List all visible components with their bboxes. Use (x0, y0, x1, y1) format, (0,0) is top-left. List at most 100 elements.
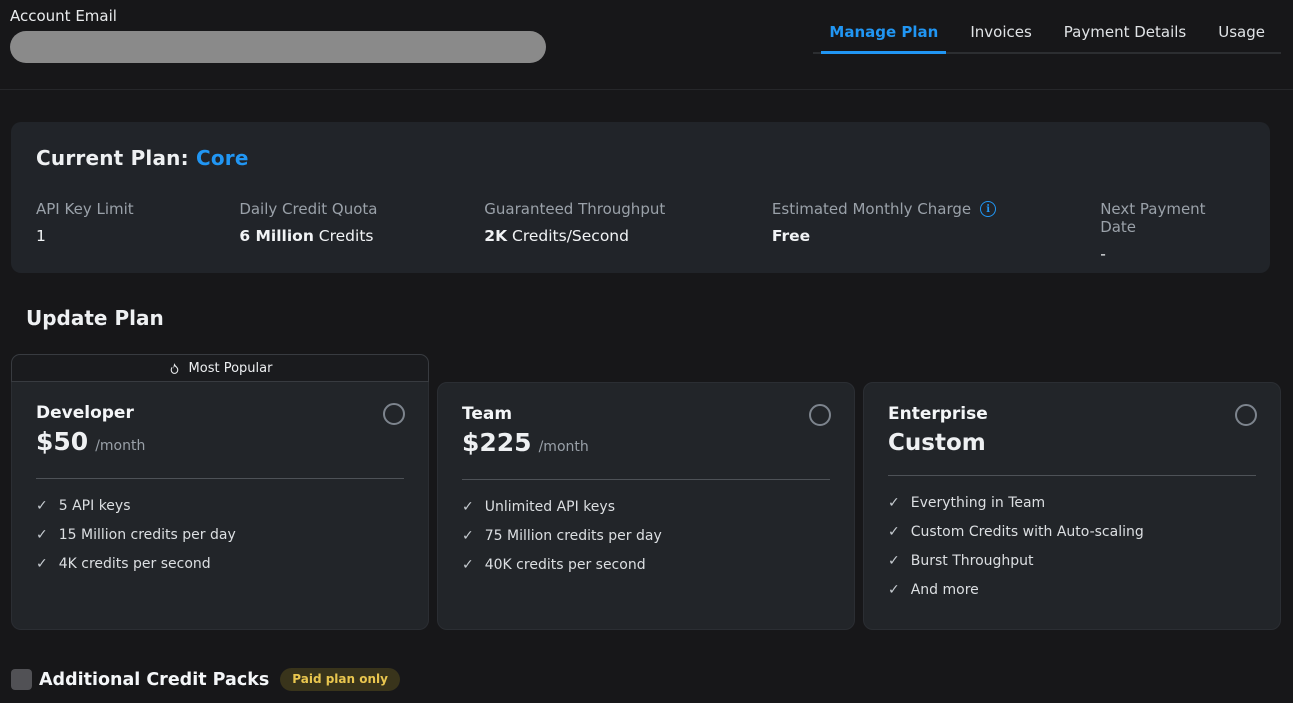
stat-label: Daily Credit Quota (239, 200, 378, 218)
stat-label-text: Estimated Monthly Charge (771, 200, 972, 218)
plan-card-team[interactable]: Team $225 /month ✓ Unlimited API keys ✓ 75… (437, 382, 855, 630)
plan-card-enterprise[interactable]: Enterprise Custom ✓ Everything in Team ✓ C… (863, 382, 1281, 630)
tab-manage-plan[interactable]: Manage Plan (821, 0, 947, 54)
stat-value: 1 (36, 227, 239, 245)
plan-period: /month (95, 438, 146, 454)
feature-item: ✓ Unlimited API keys (462, 497, 830, 516)
feature-item: ✓ 75 Million credits per day (462, 526, 830, 545)
card-divider (888, 475, 1256, 476)
plan-period: /month (538, 439, 589, 455)
feature-item: ✓ 40K credits per second (462, 555, 830, 574)
plan-price-row: $50 /month (36, 427, 404, 461)
tab-usage[interactable]: Usage (1218, 23, 1265, 41)
feature-text: 15 Million credits per day (58, 526, 236, 543)
plan-radio-team[interactable] (809, 404, 831, 426)
check-icon: ✓ (462, 556, 474, 573)
account-email-field: Account Email (10, 7, 546, 63)
plan-radio-developer[interactable] (383, 403, 405, 425)
account-email-input[interactable] (10, 31, 546, 63)
feature-text: And more (910, 581, 979, 598)
current-plan-title: Current Plan: Core (36, 146, 1245, 170)
current-plan-card: Current Plan: Core API Key Limit 1 Daily… (11, 122, 1270, 273)
plan-column-developer: Most Popular Developer $50 /month ✓ 5 API… (11, 354, 429, 630)
feature-text: Unlimited API keys (484, 498, 615, 515)
most-popular-badge: Most Popular (11, 354, 429, 382)
feature-text: 75 Million credits per day (484, 527, 662, 544)
feature-text: 4K credits per second (58, 555, 211, 572)
plan-price-row: $225 /month (462, 428, 830, 462)
plan-name: Team (462, 404, 513, 424)
stat-value: 6 Million Credits (239, 227, 484, 245)
stat-label: Estimated Monthly Charge i (772, 200, 1100, 218)
feature-item: ✓ Everything in Team (888, 493, 1256, 512)
stat-guaranteed-throughput: Guaranteed Throughput 2K Credits/Second (484, 200, 772, 263)
feature-item: ✓ And more (888, 580, 1256, 599)
paid-plan-only-badge: Paid plan only (280, 668, 400, 691)
current-plan-title-prefix: Current Plan: (36, 146, 196, 170)
check-icon: ✓ (888, 552, 900, 569)
card-divider (462, 479, 830, 480)
feature-text: Everything in Team (910, 494, 1046, 511)
stat-daily-credit-quota: Daily Credit Quota 6 Million Credits (239, 200, 484, 263)
check-icon: ✓ (888, 494, 900, 511)
stat-label: Next Payment Date (1100, 200, 1206, 236)
check-icon: ✓ (36, 526, 48, 543)
tab-payment-details[interactable]: Payment Details (1063, 23, 1187, 41)
stat-value-normal: 1 (36, 227, 46, 245)
feature-item: ✓ 4K credits per second (36, 554, 404, 573)
stat-value-normal: Credits/Second (507, 227, 629, 245)
flame-icon (170, 362, 178, 374)
stat-value-strong: 6 Million (239, 227, 314, 245)
stat-estimated-monthly-charge: Estimated Monthly Charge i Free (772, 200, 1100, 263)
account-email-label: Account Email (10, 7, 117, 25)
check-icon: ✓ (462, 498, 474, 515)
plan-radio-enterprise[interactable] (1235, 404, 1257, 426)
plan-features: ✓ 5 API keys ✓ 15 Million credits per day … (36, 496, 404, 573)
feature-item: ✓ 15 Million credits per day (36, 525, 404, 544)
additional-credit-packs-row: Additional Credit Packs Paid plan only (11, 668, 400, 691)
card-divider (36, 478, 404, 479)
plan-features: ✓ Unlimited API keys ✓ 75 Million credits … (462, 497, 830, 574)
plan-price-row: Custom (888, 428, 1256, 458)
stat-value: - (1100, 245, 1245, 263)
feature-text: 5 API keys (58, 497, 131, 514)
plan-name: Developer (36, 403, 134, 423)
stat-value-strong: Free (771, 227, 811, 245)
most-popular-label: Most Popular (188, 360, 273, 376)
plan-name: Enterprise (888, 404, 988, 424)
stat-value-strong: 2K (484, 227, 508, 245)
stat-api-key-limit: API Key Limit 1 (36, 200, 239, 263)
header-divider (0, 89, 1293, 90)
plan-price: $225 (462, 428, 532, 457)
plan-price: $50 (36, 427, 89, 456)
info-icon[interactable]: i (980, 201, 997, 217)
update-plan-title: Update Plan (26, 306, 164, 330)
check-icon: ✓ (888, 523, 900, 540)
stat-next-payment-date: Next Payment Date - (1100, 200, 1245, 263)
feature-text: 40K credits per second (484, 556, 646, 573)
credit-packs-title: Additional Credit Packs (39, 669, 270, 690)
plan-features: ✓ Everything in Team ✓ Custom Credits with… (888, 493, 1256, 599)
stat-label: API Key Limit (36, 200, 134, 218)
stat-label: Guaranteed Throughput (484, 200, 666, 218)
plan-card-developer[interactable]: Developer $50 /month ✓ 5 API keys ✓ 15 Mil… (11, 382, 429, 630)
stat-value-normal: - (1100, 245, 1106, 263)
feature-text: Custom Credits with Auto-scaling (910, 523, 1144, 540)
stat-value-normal: Credits (313, 227, 374, 245)
current-plan-name: Core (195, 146, 249, 170)
check-icon: ✓ (36, 497, 48, 514)
stat-value: Free (772, 227, 1100, 245)
feature-item: ✓ Burst Throughput (888, 551, 1256, 570)
credit-packs-checkbox[interactable] (11, 669, 32, 690)
plan-price: Custom (888, 430, 986, 456)
check-icon: ✓ (36, 555, 48, 572)
check-icon: ✓ (462, 527, 474, 544)
check-icon: ✓ (888, 581, 900, 598)
billing-tabs: Manage Plan Invoices Payment Details Usa… (813, 0, 1281, 54)
feature-text: Burst Throughput (910, 552, 1034, 569)
stat-value: 2K Credits/Second (484, 227, 772, 245)
feature-item: ✓ Custom Credits with Auto-scaling (888, 522, 1256, 541)
feature-item: ✓ 5 API keys (36, 496, 404, 515)
tab-invoices[interactable]: Invoices (970, 23, 1032, 41)
